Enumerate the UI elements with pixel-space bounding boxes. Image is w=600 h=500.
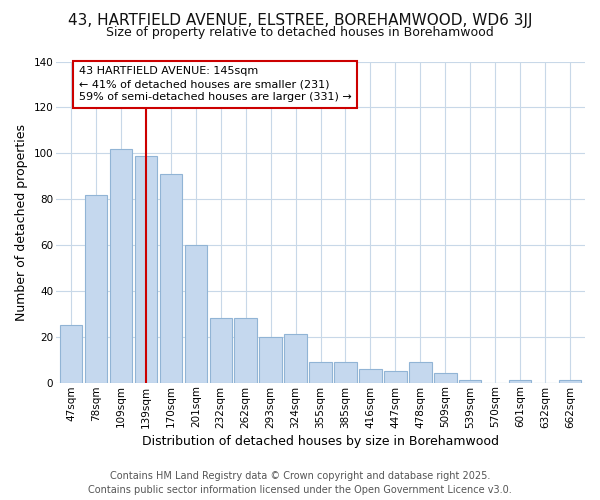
Bar	[160, 174, 182, 382]
Text: Contains HM Land Registry data © Crown copyright and database right 2025.
Contai: Contains HM Land Registry data © Crown c…	[88, 471, 512, 495]
Bar	[559, 380, 581, 382]
Bar	[209, 318, 232, 382]
Bar	[459, 380, 481, 382]
Bar	[259, 337, 282, 382]
X-axis label: Distribution of detached houses by size in Borehamwood: Distribution of detached houses by size …	[142, 434, 499, 448]
Bar	[509, 380, 532, 382]
Bar	[384, 371, 407, 382]
Text: 43, HARTFIELD AVENUE, ELSTREE, BOREHAMWOOD, WD6 3JJ: 43, HARTFIELD AVENUE, ELSTREE, BOREHAMWO…	[68, 12, 532, 28]
Bar	[409, 362, 431, 382]
Bar	[134, 156, 157, 382]
Bar	[284, 334, 307, 382]
Bar	[359, 369, 382, 382]
Bar	[310, 362, 332, 382]
Bar	[434, 374, 457, 382]
Bar	[85, 194, 107, 382]
Bar	[110, 148, 132, 382]
Y-axis label: Number of detached properties: Number of detached properties	[15, 124, 28, 320]
Bar	[60, 326, 82, 382]
Text: Size of property relative to detached houses in Borehamwood: Size of property relative to detached ho…	[106, 26, 494, 39]
Text: 43 HARTFIELD AVENUE: 145sqm
← 41% of detached houses are smaller (231)
59% of se: 43 HARTFIELD AVENUE: 145sqm ← 41% of det…	[79, 66, 351, 102]
Bar	[185, 245, 207, 382]
Bar	[235, 318, 257, 382]
Bar	[334, 362, 357, 382]
